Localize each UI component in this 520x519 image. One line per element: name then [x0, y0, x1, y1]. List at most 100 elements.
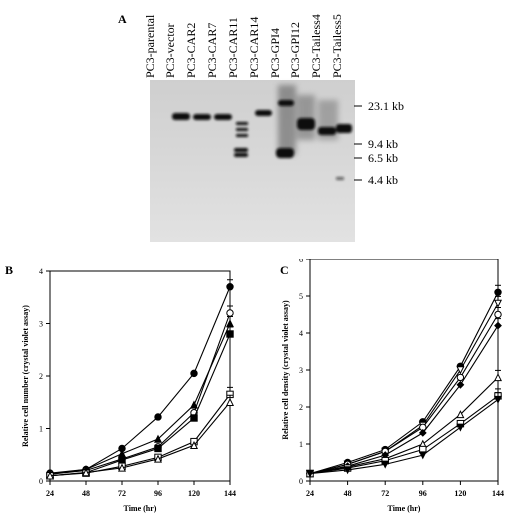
x-tick-label: 48	[344, 489, 352, 498]
data-point	[118, 456, 126, 464]
data-point	[226, 309, 234, 317]
data-point	[418, 451, 427, 460]
series-line	[309, 399, 499, 475]
data-point	[494, 321, 502, 330]
data-point	[456, 423, 465, 432]
data-point	[494, 288, 502, 296]
series-line	[309, 377, 499, 475]
data-point	[226, 283, 234, 291]
y-axis-label: Relative cell density (crystal violet as…	[281, 300, 290, 440]
y-tick-label: 4	[39, 267, 43, 276]
blot-band	[193, 114, 211, 120]
marker-label: 23.1 kb	[368, 99, 404, 113]
x-tick-label: 120	[454, 489, 466, 498]
x-tick-label: 144	[224, 489, 236, 498]
data-point	[154, 413, 162, 421]
blot-band	[336, 177, 344, 180]
growth-chart-c: 0 1 2 3 4 5 6 24 48 72 96 120 144 Time (hr) Relative c…	[281, 259, 504, 513]
data-point	[225, 319, 235, 328]
series-line	[49, 323, 231, 475]
y-tick-label: 0	[39, 477, 43, 486]
marker-label: 6.5 kb	[368, 151, 398, 165]
blot-band	[255, 110, 272, 116]
x-tick-label: 144	[492, 489, 504, 498]
y-tick-label: 0	[299, 477, 303, 486]
blot-band	[236, 122, 248, 125]
panel-a-letter: A	[118, 12, 127, 26]
data-point	[45, 471, 55, 480]
data-point	[493, 395, 503, 404]
data-point	[153, 454, 163, 463]
marker-label: 4.4 kb	[368, 173, 398, 187]
x-tick-label: 96	[419, 489, 427, 498]
data-point	[381, 460, 390, 469]
data-point	[343, 466, 352, 475]
y-tick-label: 3	[39, 320, 43, 329]
data-point	[190, 369, 198, 378]
blot-band	[318, 127, 336, 135]
y-tick-label: 2	[299, 403, 303, 412]
panel-c-letter: C	[280, 263, 289, 277]
series-open-triangle-inv	[305, 295, 503, 478]
blot-band	[236, 128, 248, 131]
x-axis-label: Time (hr)	[124, 504, 157, 513]
blot-band	[234, 148, 248, 152]
data-point	[418, 428, 427, 437]
x-axis-label: Time (hr)	[388, 504, 421, 513]
series-line	[49, 401, 231, 477]
series-line	[309, 314, 499, 475]
data-point	[305, 469, 315, 478]
blot-band	[278, 100, 294, 106]
x-tick-label: 48	[82, 489, 90, 498]
data-point	[117, 463, 127, 472]
series-filled-triangle-inv	[305, 392, 503, 478]
series-open-square	[306, 388, 502, 478]
data-point	[456, 380, 465, 389]
y-tick-label: 1	[39, 425, 43, 434]
y-axis-label: Relative cell number (crystal violet ass…	[21, 305, 30, 447]
blot-band	[336, 124, 352, 133]
series-line	[309, 303, 499, 475]
blot-band	[172, 113, 190, 120]
blot-image	[150, 80, 362, 242]
blot-band	[234, 153, 248, 157]
data-point	[189, 440, 199, 449]
y-tick-label: 2	[39, 372, 43, 381]
x-tick-label: 24	[306, 489, 314, 498]
data-point	[493, 299, 503, 308]
x-tick-label: 72	[118, 489, 126, 498]
series-line	[309, 325, 499, 475]
data-point	[117, 449, 127, 458]
marker-label: 9.4 kb	[368, 137, 398, 151]
data-point	[456, 373, 465, 382]
data-point	[225, 397, 235, 406]
data-point	[494, 310, 502, 319]
blot-band	[214, 114, 232, 120]
x-tick-label: 120	[188, 489, 200, 498]
x-tick-label: 72	[381, 489, 389, 498]
series-open-triangle	[305, 369, 503, 478]
panel-b-letter: B	[5, 263, 14, 277]
y-tick-label: 1	[299, 440, 303, 449]
y-tick-label: 6	[299, 259, 303, 264]
series-line	[309, 395, 499, 475]
blot-band	[236, 134, 248, 137]
data-point	[189, 400, 199, 409]
data-point	[456, 366, 465, 375]
data-point	[190, 414, 198, 422]
southern-blot-panel: A PC3-parental PC3-vector PC3-CAR2 PC3-C…	[0, 0, 520, 250]
data-point	[456, 410, 465, 419]
series-line	[49, 333, 231, 477]
x-tick-label: 96	[154, 489, 162, 498]
series-line	[49, 312, 231, 475]
series-line	[49, 286, 231, 474]
blot-band	[276, 148, 294, 158]
y-tick-label: 5	[299, 292, 303, 301]
series-open-triangle	[45, 394, 235, 480]
series-line	[309, 292, 499, 475]
y-tick-label: 4	[299, 329, 303, 338]
series-filled-circle	[306, 284, 502, 478]
data-point	[153, 434, 163, 443]
x-tick-label: 24	[46, 489, 54, 498]
series-filled-square	[46, 326, 234, 480]
